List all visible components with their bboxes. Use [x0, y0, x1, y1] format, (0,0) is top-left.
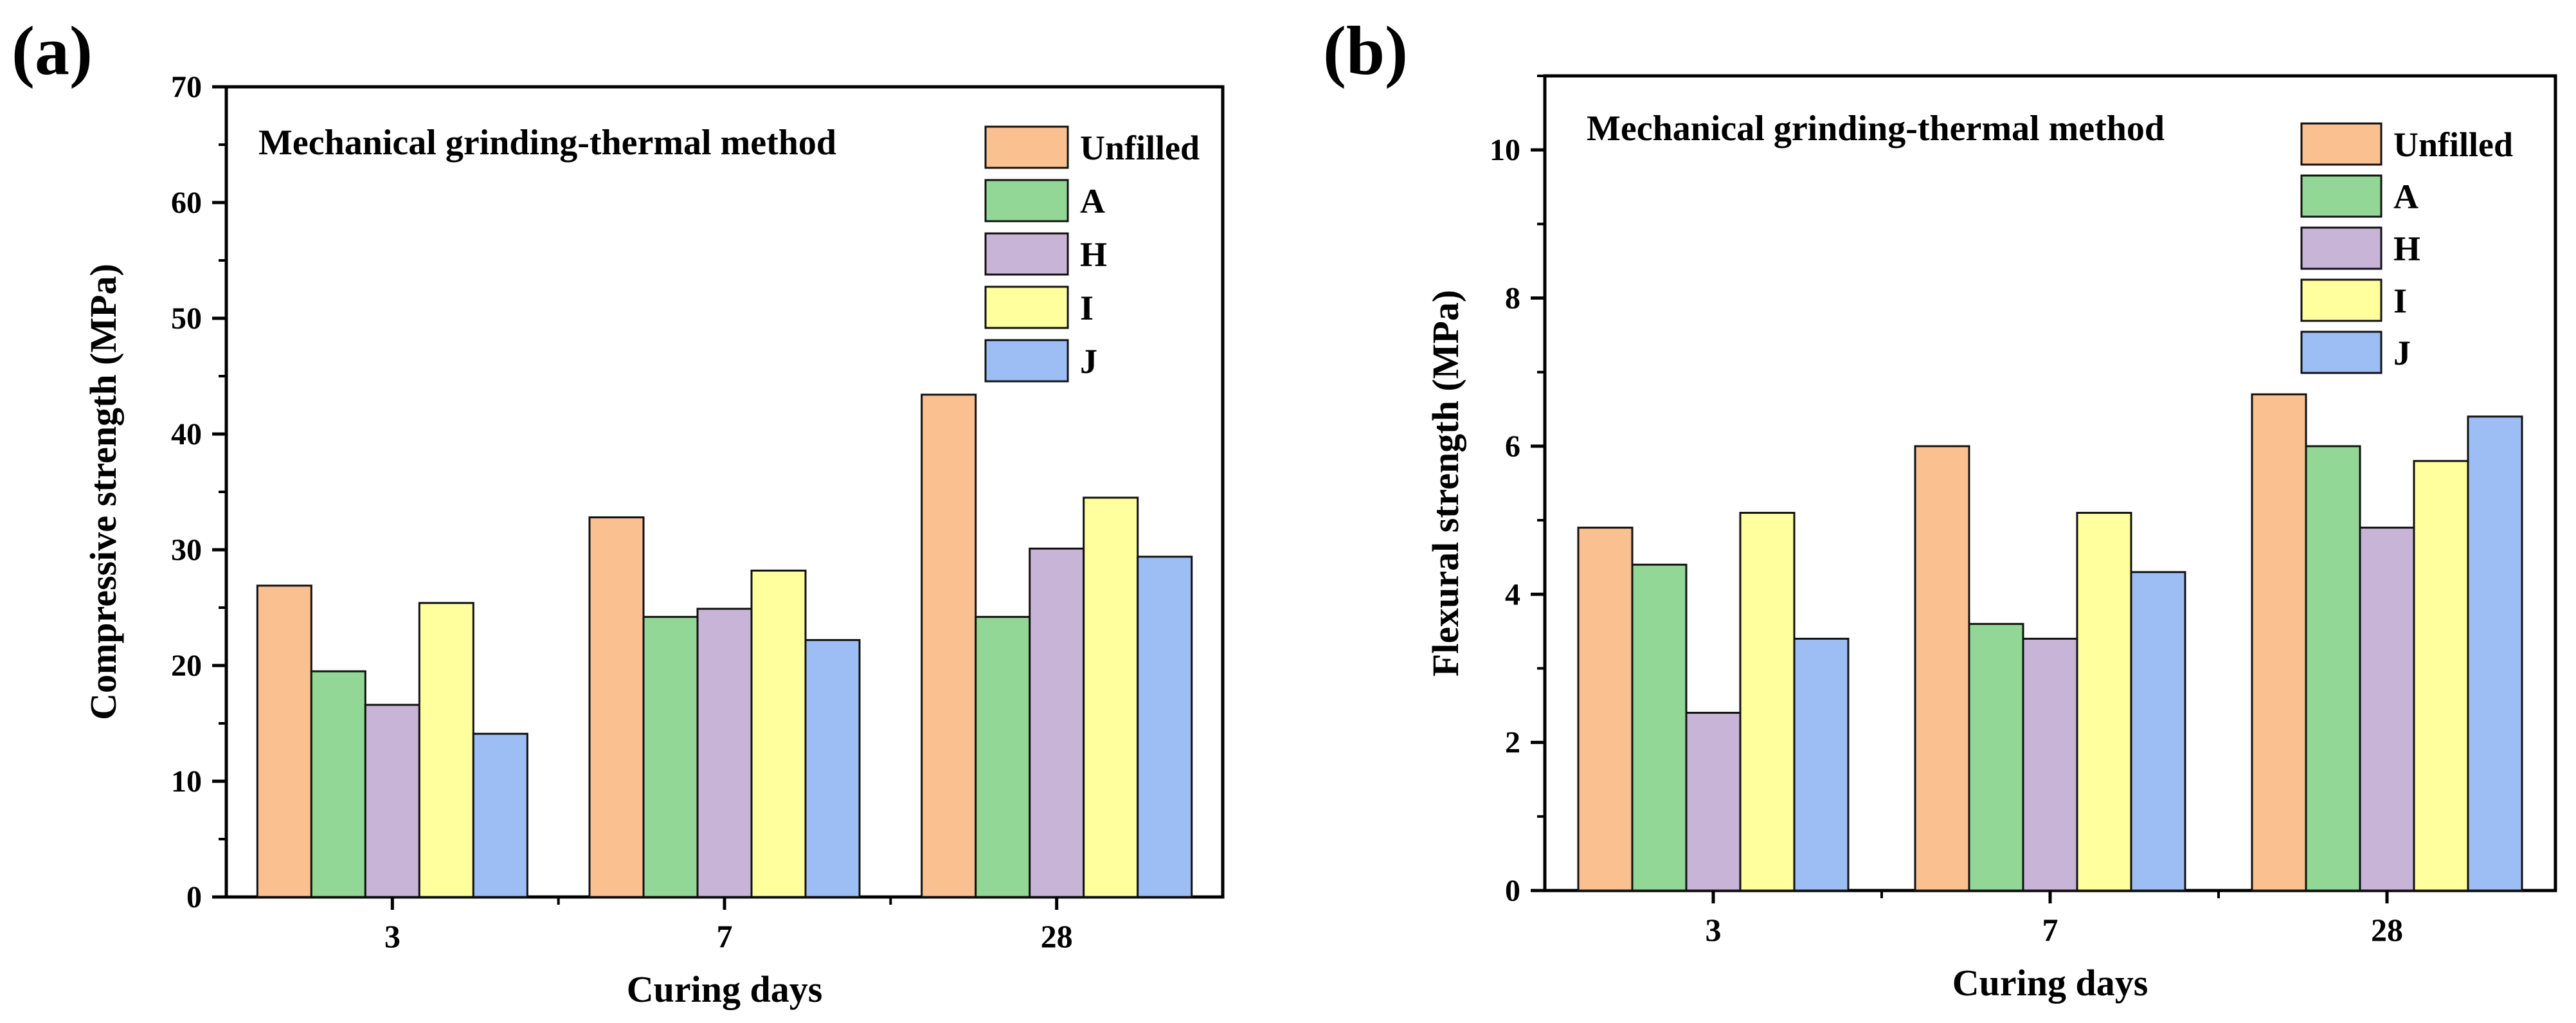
bar-a-7: [642, 615, 699, 898]
bar-unfilled-7: [588, 516, 645, 898]
y-tick-label: 20: [171, 649, 202, 683]
x-axis-label: Curing days: [627, 968, 823, 1010]
y-tick-label: 2: [1505, 726, 1520, 760]
x-tick-label: 28: [1041, 918, 1073, 954]
x-tick-label: 28: [2371, 912, 2403, 948]
legend-label-a: A: [1080, 182, 1105, 221]
bar-a-28: [2305, 445, 2361, 892]
legend-swatch-unfilled: [984, 125, 1069, 169]
x-axis-label: Curing days: [1952, 962, 2148, 1004]
legend-label-h: H: [1080, 235, 1107, 274]
legend-swatch-j: [2300, 330, 2382, 374]
bar-j-3: [472, 732, 528, 898]
legend-swatch-i: [984, 285, 1069, 329]
bar-j-7: [2130, 571, 2186, 892]
y-tick-label: 10: [1490, 133, 1520, 167]
bar-i-3: [1739, 512, 1796, 892]
legend-swatch-i: [2300, 278, 2382, 322]
x-tick-label: 3: [1706, 912, 1722, 948]
chart-title: Mechanical grinding-thermal method: [1587, 109, 2165, 149]
bar-j-28: [2467, 415, 2523, 892]
bar-h-3: [364, 703, 420, 898]
x-tick-label: 3: [384, 918, 401, 954]
y-tick-label: 6: [1505, 430, 1520, 464]
bar-i-28: [1083, 496, 1139, 898]
bar-j-7: [804, 638, 861, 898]
bar-unfilled-3: [1577, 527, 1634, 892]
bar-i-3: [418, 602, 474, 898]
bar-unfilled-3: [256, 584, 312, 898]
legend-label-i: I: [1080, 289, 1094, 327]
panel-label: (a): [12, 13, 93, 89]
legend-swatch-a: [2300, 174, 2382, 218]
x-tick-label: 7: [717, 918, 733, 954]
bar-h-28: [1029, 547, 1085, 898]
legend-label-unfilled: Unfilled: [1080, 129, 1200, 167]
legend-swatch-h: [2300, 226, 2382, 270]
bar-i-7: [750, 569, 807, 898]
panel-label: (b): [1323, 13, 1408, 89]
legend-swatch-a: [984, 179, 1069, 222]
bar-unfilled-28: [2251, 393, 2307, 892]
legend-swatch-j: [984, 339, 1069, 383]
y-tick-label: 10: [171, 765, 202, 799]
legend-swatch-h: [984, 232, 1069, 276]
legend-label-j: J: [1080, 342, 1097, 381]
legend-label-i: I: [2393, 282, 2407, 320]
bar-h-28: [2359, 527, 2415, 892]
y-axis-label: Flexural strength (MPa): [1425, 290, 1466, 676]
legend-label-unfilled: Unfilled: [2393, 125, 2513, 164]
y-tick-label: 60: [171, 186, 202, 220]
bar-a-3: [310, 670, 366, 898]
y-tick-label: 0: [1505, 874, 1520, 908]
bar-h-7: [2022, 637, 2078, 892]
y-tick-label: 30: [171, 533, 202, 567]
y-tick-label: 4: [1505, 577, 1520, 611]
y-tick-label: 8: [1505, 282, 1520, 316]
bar-a-3: [1631, 563, 1688, 892]
bar-a-28: [975, 615, 1031, 898]
bar-j-3: [1793, 637, 1850, 892]
bar-i-28: [2413, 460, 2469, 892]
bar-i-7: [2076, 512, 2132, 892]
y-axis-label: Compressive strength (MPa): [82, 264, 124, 720]
x-tick-label: 7: [2042, 912, 2058, 948]
legend-label-h: H: [2393, 230, 2420, 268]
legend-label-a: A: [2393, 177, 2418, 216]
y-tick-label: 50: [171, 302, 202, 336]
bar-h-3: [1685, 712, 1742, 892]
bar-h-7: [696, 608, 753, 898]
legend-swatch-unfilled: [2300, 122, 2382, 166]
legend-label-j: J: [2393, 334, 2411, 372]
y-tick-label: 70: [171, 70, 202, 104]
y-tick-label: 0: [186, 880, 202, 914]
bar-unfilled-28: [921, 394, 977, 898]
bar-a-7: [1968, 622, 2024, 892]
bar-j-28: [1137, 556, 1193, 898]
chart-title: Mechanical grinding-thermal method: [258, 123, 836, 163]
y-tick-label: 40: [171, 417, 202, 451]
bar-unfilled-7: [1914, 445, 1970, 892]
